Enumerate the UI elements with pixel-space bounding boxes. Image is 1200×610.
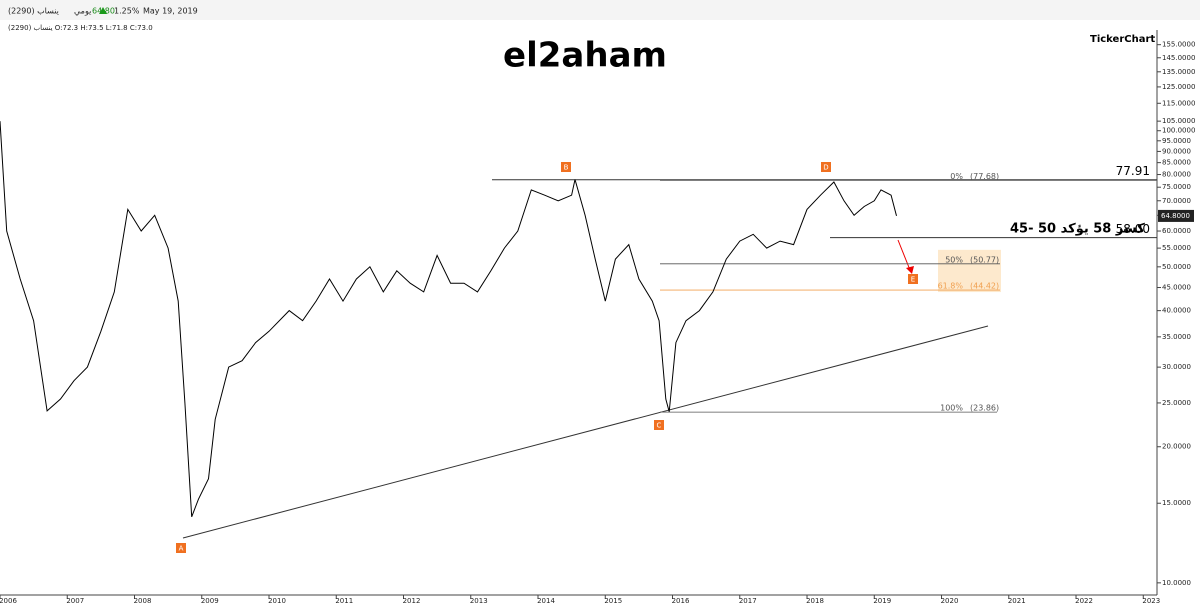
y-tick-label: 85.0000 [1162,159,1191,167]
level-label: 58.00 [1116,222,1150,236]
price-line [0,121,897,517]
y-tick-label: 50.0000 [1162,263,1191,271]
point-box [908,274,918,284]
point-label: B [564,164,569,172]
fib-value: (77.68) [970,172,999,181]
x-tick-label: 2011 [335,597,353,605]
y-tick-label: 135.0000 [1162,68,1195,76]
point-box [821,162,831,172]
y-tick-label: 95.0000 [1162,137,1191,145]
last-price-tag [1158,209,1194,222]
note: كسر 58 يؤكد 50 -45 [1010,222,1145,237]
y-tick-label: 10.0000 [1162,579,1191,587]
point-label: A [179,545,184,553]
y-tick-label: 115.0000 [1162,99,1195,107]
point-box [176,543,186,553]
y-tick-label: 25.0000 [1162,399,1191,407]
y-tick-label: 15.0000 [1162,499,1191,507]
header-bar [0,0,1200,20]
x-tick-label: 2016 [672,597,690,605]
trendline [182,325,989,539]
period: يومي [74,7,91,16]
fib-name: 0% [950,172,963,181]
y-tick-label: 55.0000 [1162,244,1191,252]
y-tick-label: 145.0000 [1162,54,1195,62]
x-tick-label: 2009 [201,597,219,605]
y-tick-label: 155.0000 [1162,41,1195,49]
last-price-label: 64.8000 [1161,212,1190,220]
x-tick-label: 2015 [604,597,622,605]
change: 1.25% [114,7,140,16]
x-tick-label: 2012 [403,597,421,605]
fib-name: 61.8% [938,282,964,291]
x-tick-label: 2020 [941,597,959,605]
y-tick-label: 105.0000 [1162,117,1195,125]
x-tick-label: 2008 [134,597,152,605]
y-tick-label: 45.0000 [1162,284,1191,292]
x-tick-label: 2014 [537,597,555,605]
x-tick-label: 2006 [0,597,17,605]
y-tick-label: 90.0000 [1162,147,1191,155]
ohlc: ينساب (2290) O:72.3 H:73.5 L:71.8 C:73.0 [8,24,153,32]
arrow [897,239,911,271]
y-tick-label: 35.0000 [1162,333,1191,341]
y-tick-label: 60.0000 [1162,227,1191,235]
symbol: ينساب (2290) [8,7,59,16]
point-box [561,162,571,172]
fib-value: (50.77) [970,255,999,264]
up-arrow [99,7,107,14]
brand: TickerChart [1090,34,1155,45]
fib-value: (44.42) [970,282,999,291]
y-tick-label: 20.0000 [1162,443,1191,451]
fib-name: 50% [945,255,963,264]
point-label: E [911,276,915,284]
y-tick-label: 40.0000 [1162,307,1191,315]
x-tick-label: 2019 [873,597,891,605]
fib-name: 100% [940,404,963,413]
point-label: D [823,164,828,172]
y-tick-label: 75.0000 [1162,183,1191,191]
x-tick-label: 2018 [806,597,824,605]
x-tick-label: 2007 [66,597,84,605]
x-tick-label: 2017 [739,597,757,605]
level-label: 77.91 [1116,164,1150,178]
x-tick-label: 2022 [1075,597,1093,605]
fib-zone [938,249,1001,293]
y-tick-label: 100.0000 [1162,127,1195,135]
x-tick-label: 2021 [1008,597,1026,605]
chart-title: el2aham [503,36,667,76]
point-box [654,420,664,430]
arrow-head [906,266,914,274]
y-tick-label: 30.0000 [1162,363,1191,371]
y-tick-label: 70.0000 [1162,197,1191,205]
date: May 19, 2019 [143,7,198,16]
fib-value: (23.86) [970,404,999,413]
x-tick-label: 2010 [268,597,286,605]
x-tick-label: 2023 [1142,597,1160,605]
point-label: C [657,422,662,430]
x-tick-label: 2013 [470,597,488,605]
y-tick-label: 125.0000 [1162,83,1195,91]
y-tick-label: 80.0000 [1162,171,1191,179]
